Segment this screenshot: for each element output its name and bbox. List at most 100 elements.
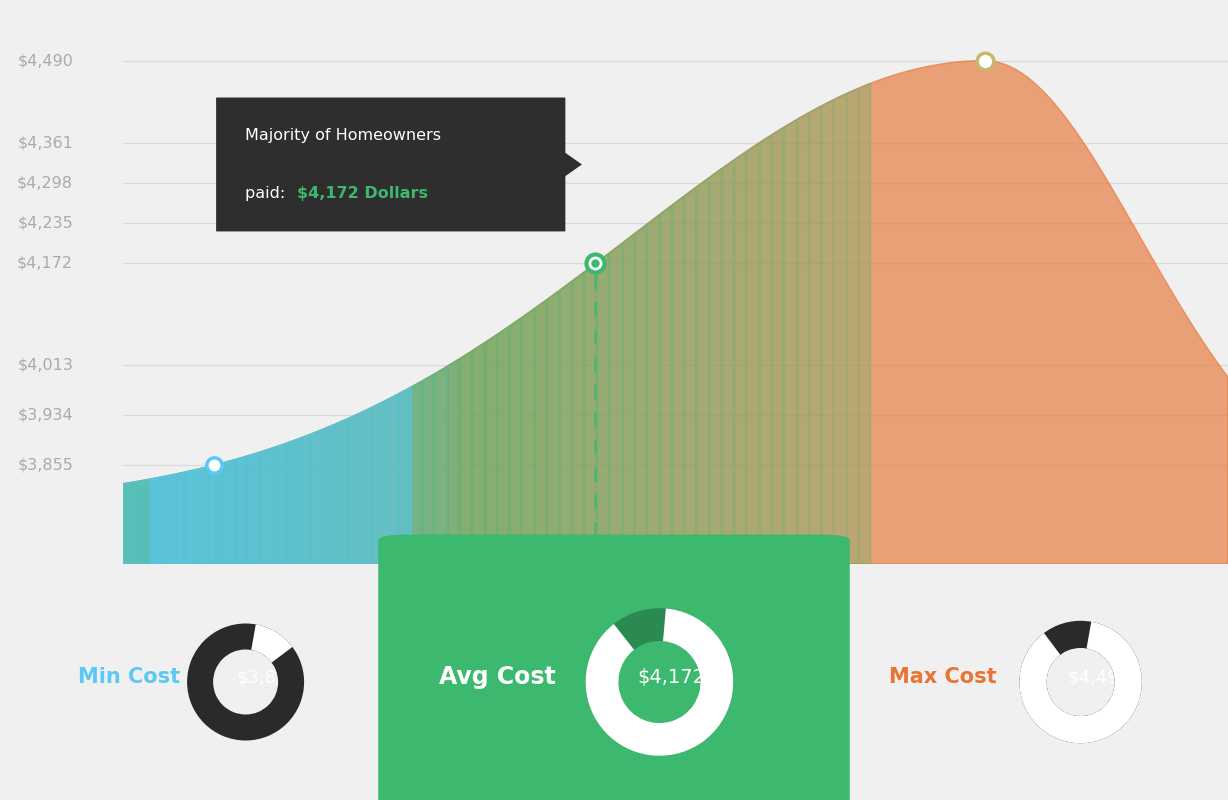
- Polygon shape: [473, 342, 485, 564]
- Polygon shape: [365, 406, 375, 564]
- Text: $3,934: $3,934: [17, 407, 74, 422]
- Polygon shape: [182, 471, 190, 564]
- Polygon shape: [305, 434, 313, 564]
- Polygon shape: [427, 373, 436, 564]
- Polygon shape: [293, 437, 303, 564]
- Polygon shape: [222, 461, 231, 564]
- FancyBboxPatch shape: [378, 534, 850, 800]
- Text: $4,172 Dollars: $4,172 Dollars: [297, 186, 427, 201]
- Polygon shape: [386, 394, 397, 564]
- Polygon shape: [698, 178, 709, 564]
- Text: $3,855: $3,855: [236, 668, 300, 686]
- Text: $4,013: $4,013: [17, 357, 74, 372]
- FancyBboxPatch shape: [216, 98, 565, 231]
- Polygon shape: [375, 401, 386, 564]
- Polygon shape: [485, 334, 497, 564]
- Polygon shape: [345, 416, 354, 564]
- Polygon shape: [747, 143, 759, 564]
- Polygon shape: [311, 430, 322, 564]
- Polygon shape: [212, 463, 221, 564]
- Polygon shape: [447, 361, 456, 564]
- Polygon shape: [297, 434, 309, 564]
- Polygon shape: [314, 430, 323, 564]
- Polygon shape: [460, 351, 472, 564]
- Polygon shape: [809, 106, 820, 564]
- Text: $4,235: $4,235: [17, 215, 74, 230]
- Polygon shape: [785, 119, 797, 564]
- Polygon shape: [236, 456, 247, 564]
- Wedge shape: [586, 609, 733, 756]
- Polygon shape: [772, 127, 783, 564]
- Wedge shape: [252, 624, 292, 662]
- Polygon shape: [210, 463, 222, 564]
- Polygon shape: [847, 88, 858, 564]
- Wedge shape: [586, 608, 733, 756]
- Polygon shape: [623, 234, 634, 564]
- Polygon shape: [123, 61, 1228, 564]
- Polygon shape: [334, 420, 344, 564]
- Text: Max Cost: Max Cost: [889, 667, 997, 687]
- Polygon shape: [262, 448, 273, 564]
- Polygon shape: [522, 309, 534, 564]
- Polygon shape: [573, 272, 585, 564]
- Polygon shape: [324, 425, 333, 564]
- Polygon shape: [722, 160, 733, 564]
- Polygon shape: [274, 444, 285, 564]
- Polygon shape: [252, 451, 263, 564]
- Polygon shape: [673, 196, 684, 564]
- Text: $4,490: $4,490: [17, 53, 74, 68]
- Polygon shape: [123, 386, 411, 564]
- Text: Min Cost: Min Cost: [77, 667, 181, 687]
- Polygon shape: [223, 460, 235, 564]
- Polygon shape: [406, 385, 415, 564]
- Wedge shape: [187, 623, 305, 741]
- Polygon shape: [710, 169, 721, 564]
- Polygon shape: [560, 281, 572, 564]
- Polygon shape: [586, 262, 597, 564]
- Polygon shape: [123, 482, 135, 564]
- Polygon shape: [373, 402, 384, 564]
- Polygon shape: [798, 113, 809, 564]
- Polygon shape: [556, 146, 582, 182]
- Polygon shape: [548, 291, 559, 564]
- Polygon shape: [398, 388, 409, 564]
- Polygon shape: [685, 187, 696, 564]
- Polygon shape: [834, 94, 846, 564]
- Polygon shape: [323, 425, 334, 564]
- Polygon shape: [635, 225, 646, 564]
- Polygon shape: [161, 475, 171, 564]
- Polygon shape: [760, 135, 771, 564]
- Polygon shape: [410, 382, 421, 564]
- Polygon shape: [397, 390, 405, 564]
- Text: $3,855: $3,855: [17, 458, 74, 473]
- Polygon shape: [361, 407, 372, 564]
- Polygon shape: [386, 396, 395, 564]
- Wedge shape: [1019, 621, 1142, 743]
- Text: $4,298: $4,298: [17, 175, 74, 190]
- Polygon shape: [232, 458, 241, 564]
- Text: $4,172: $4,172: [637, 668, 706, 686]
- Text: paid:: paid:: [244, 186, 290, 201]
- Text: $4,361: $4,361: [17, 135, 74, 150]
- Polygon shape: [201, 466, 211, 564]
- Polygon shape: [822, 100, 833, 564]
- Polygon shape: [860, 83, 871, 564]
- Polygon shape: [284, 441, 292, 564]
- Polygon shape: [149, 478, 160, 564]
- Polygon shape: [422, 374, 433, 564]
- Text: Majority of Homeowners: Majority of Homeowners: [244, 128, 441, 143]
- Wedge shape: [1019, 622, 1142, 743]
- Polygon shape: [172, 473, 181, 564]
- Polygon shape: [198, 466, 209, 564]
- Polygon shape: [173, 472, 184, 564]
- Polygon shape: [192, 469, 200, 564]
- Text: $4,490: $4,490: [1067, 668, 1131, 686]
- Polygon shape: [734, 152, 745, 564]
- Polygon shape: [151, 478, 160, 564]
- Polygon shape: [437, 367, 446, 564]
- Polygon shape: [510, 318, 521, 564]
- Polygon shape: [161, 474, 173, 564]
- Polygon shape: [349, 414, 360, 564]
- Polygon shape: [248, 452, 260, 564]
- Polygon shape: [274, 445, 282, 564]
